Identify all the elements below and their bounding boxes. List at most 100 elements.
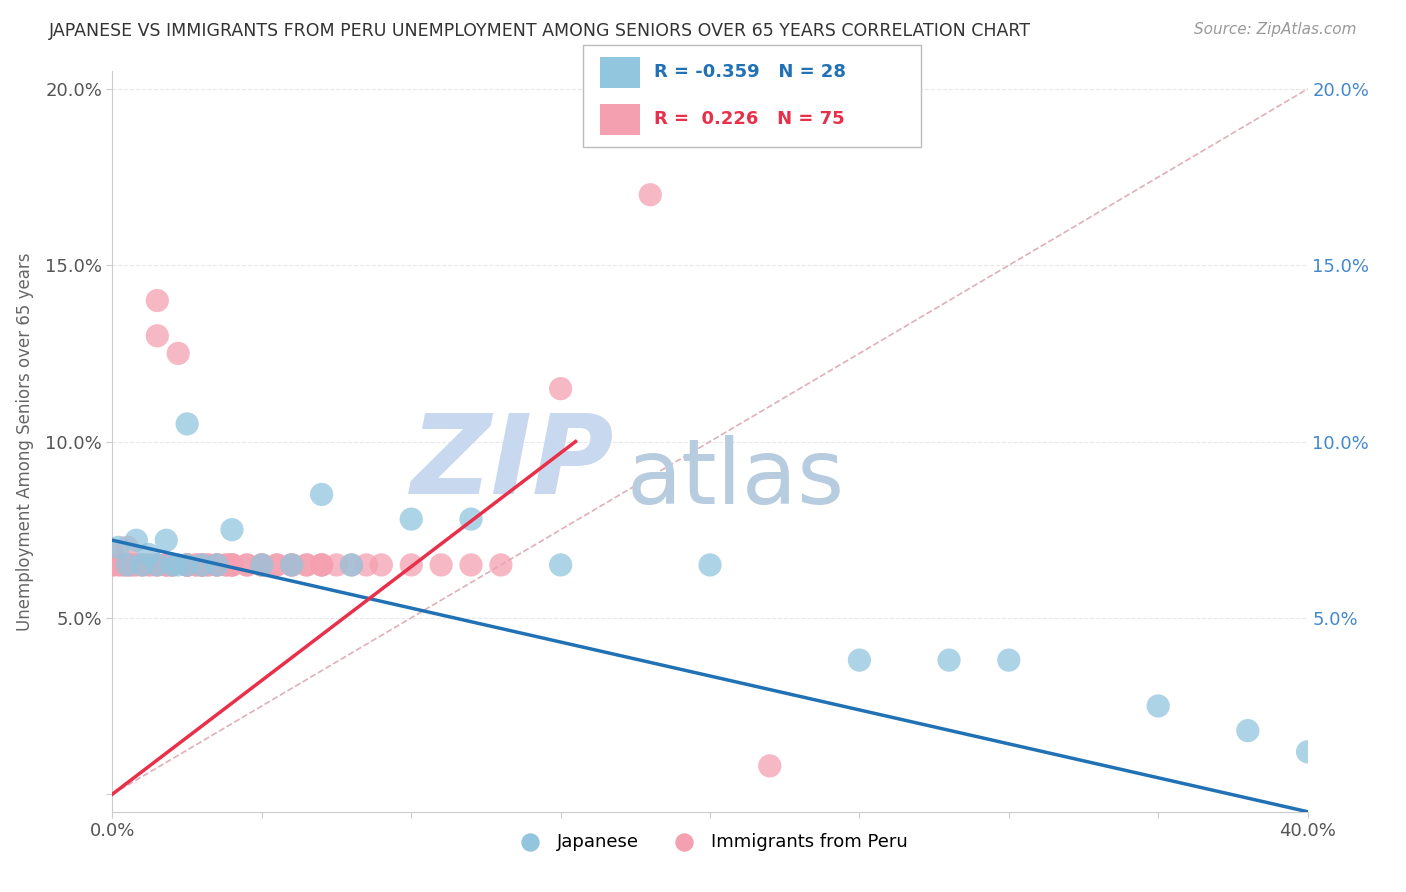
Point <box>146 328 169 343</box>
Point <box>460 512 482 526</box>
Point <box>221 558 243 572</box>
Point <box>117 558 139 572</box>
Point <box>101 558 124 572</box>
Point <box>117 541 139 555</box>
Point <box>186 558 208 572</box>
Point <box>266 558 288 572</box>
Point <box>759 759 782 773</box>
Point <box>250 558 273 572</box>
Point <box>266 558 288 572</box>
Text: Source: ZipAtlas.com: Source: ZipAtlas.com <box>1194 22 1357 37</box>
Point <box>205 558 228 572</box>
Point <box>215 558 238 572</box>
Point <box>107 558 129 572</box>
Point <box>281 558 304 572</box>
Point <box>938 653 960 667</box>
Point <box>1296 745 1319 759</box>
Point <box>176 558 198 572</box>
Point <box>197 558 219 572</box>
Point <box>295 558 318 572</box>
Y-axis label: Unemployment Among Seniors over 65 years: Unemployment Among Seniors over 65 years <box>15 252 34 631</box>
Point <box>146 293 169 308</box>
Point <box>197 558 219 572</box>
Point <box>250 558 273 572</box>
Point <box>221 558 243 572</box>
Point <box>176 558 198 572</box>
Point <box>489 558 512 572</box>
Point <box>131 558 153 572</box>
Point <box>141 558 163 572</box>
Point <box>176 417 198 431</box>
Point <box>162 558 183 572</box>
Text: ZIP: ZIP <box>411 410 614 517</box>
Point <box>125 558 148 572</box>
Point <box>215 558 238 572</box>
Point <box>155 558 177 572</box>
Text: JAPANESE VS IMMIGRANTS FROM PERU UNEMPLOYMENT AMONG SENIORS OVER 65 YEARS CORREL: JAPANESE VS IMMIGRANTS FROM PERU UNEMPLO… <box>49 22 1031 40</box>
Text: R = -0.359   N = 28: R = -0.359 N = 28 <box>654 63 846 81</box>
Point <box>117 558 139 572</box>
Point <box>401 512 423 526</box>
Point <box>311 487 333 501</box>
Point <box>848 653 870 667</box>
Text: atlas: atlas <box>627 434 845 523</box>
Point <box>146 558 169 572</box>
Point <box>205 558 228 572</box>
Point <box>176 558 198 572</box>
Point <box>191 558 214 572</box>
Point <box>107 541 129 555</box>
Point <box>340 558 363 572</box>
Point <box>550 558 572 572</box>
Point <box>138 558 160 572</box>
Point <box>460 558 482 572</box>
Point <box>101 558 124 572</box>
Point <box>162 558 183 572</box>
Point <box>295 558 318 572</box>
Point <box>998 653 1021 667</box>
Point <box>221 558 243 572</box>
Point <box>205 558 228 572</box>
Point <box>221 523 243 537</box>
Point <box>236 558 259 572</box>
Point <box>281 558 304 572</box>
Point <box>281 558 304 572</box>
Point <box>176 558 198 572</box>
Point <box>311 558 333 572</box>
Point <box>370 558 392 572</box>
Point <box>1147 698 1170 713</box>
Point <box>699 558 721 572</box>
Point <box>131 558 153 572</box>
Point <box>114 558 135 572</box>
Point <box>250 558 273 572</box>
Point <box>640 187 662 202</box>
Point <box>205 558 228 572</box>
Point <box>125 533 148 548</box>
Point <box>340 558 363 572</box>
Point <box>110 558 132 572</box>
Point <box>155 533 177 548</box>
Point <box>167 558 190 572</box>
Point <box>176 558 198 572</box>
Legend: Japanese, Immigrants from Peru: Japanese, Immigrants from Peru <box>505 826 915 858</box>
Point <box>191 558 214 572</box>
Point <box>176 558 198 572</box>
Point <box>236 558 259 572</box>
Point <box>131 558 153 572</box>
Point <box>250 558 273 572</box>
Point <box>311 558 333 572</box>
Text: R =  0.226   N = 75: R = 0.226 N = 75 <box>654 111 845 128</box>
Point <box>162 558 183 572</box>
Point <box>281 558 304 572</box>
Point <box>122 558 145 572</box>
Point <box>155 558 177 572</box>
Point <box>186 558 208 572</box>
Point <box>146 558 169 572</box>
Point <box>401 558 423 572</box>
Point <box>550 382 572 396</box>
Point <box>176 558 198 572</box>
Point <box>356 558 378 572</box>
Point <box>325 558 347 572</box>
Point <box>155 558 177 572</box>
Point <box>1237 723 1260 738</box>
Point <box>146 558 169 572</box>
